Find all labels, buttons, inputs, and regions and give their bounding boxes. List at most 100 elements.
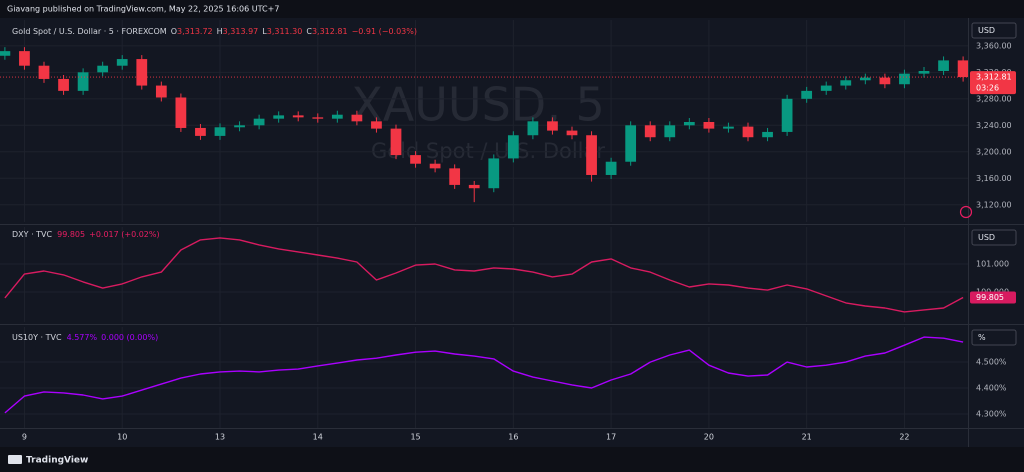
candle-body (586, 135, 597, 175)
y-tick-label: 3,240.00 (976, 121, 1012, 130)
candle-body (938, 60, 949, 71)
candle-body (664, 125, 676, 138)
legend-value: 99.805 (57, 230, 85, 239)
legend-title: US10Y · TVC (12, 333, 62, 342)
panes (0, 20, 969, 428)
legend-value: 4.577% (67, 333, 98, 342)
legend-gold: Gold Spot / U.S. Dollar · 5 · FOREXCOM O3… (12, 27, 417, 36)
candle-body (820, 85, 832, 91)
x-tick-label: 9 (22, 433, 27, 442)
y-tick-label: 3,360.00 (976, 41, 1012, 50)
legend-change: +0.017 (+0.02%) (89, 230, 160, 239)
candle-body (644, 125, 656, 138)
candle-body (175, 97, 187, 128)
x-tick-label: 17 (606, 433, 616, 442)
candle-body (331, 114, 343, 119)
legend-dxy: DXY · TVC 99.805 +0.017 (+0.02%) (12, 230, 160, 239)
candle-body (351, 114, 363, 122)
legend-title: DXY · TVC (12, 230, 53, 239)
candle-body (97, 65, 109, 73)
legend-o: 3,313.72 (177, 27, 213, 36)
candle-body (859, 77, 871, 81)
unit-label: USD (978, 233, 995, 242)
legend-change: 0.000 (0.00%) (101, 333, 158, 342)
countdown-label: 03:26 (976, 84, 999, 93)
y-tick-label: 3,200.00 (976, 147, 1012, 156)
candle-body (38, 65, 50, 79)
unit-box (971, 329, 1017, 346)
x-tick-label: 16 (508, 433, 518, 442)
legend-l: 3,311.30 (267, 27, 303, 36)
candle-body (488, 158, 500, 189)
unit-label: USD (978, 26, 995, 35)
legend-c: 3,312.81 (312, 27, 348, 36)
candle-body (77, 72, 89, 91)
candle-body (312, 117, 324, 119)
footer-bar (0, 447, 1024, 472)
candle-body (195, 127, 206, 136)
candle-body (19, 51, 30, 66)
candle-body (449, 168, 461, 185)
candle-body (625, 125, 637, 162)
last-price-tag (970, 71, 1016, 95)
candle-body (683, 121, 695, 126)
candle-body (468, 184, 480, 189)
y-tick-label: 4.400% (976, 384, 1007, 393)
legend-us10y: US10Y · TVC 4.577% 0.000 (0.00%) (12, 333, 158, 342)
header-bar (0, 0, 1024, 18)
candle-body (840, 80, 852, 86)
last-price-label: 3,312.81 (976, 73, 1012, 82)
overlay: 3,120.00 3,160.00 3,200.00 3,240.00 3,280.00… (22, 22, 1017, 442)
legend-h: 3,313.97 (223, 27, 259, 36)
legend-l-label: L (262, 27, 267, 36)
candle-body (253, 118, 265, 126)
candle-body (899, 73, 910, 85)
candle-body (742, 126, 754, 138)
candle-body (390, 128, 402, 156)
unit-box (971, 22, 1017, 39)
candle-body (918, 70, 930, 74)
x-tick-label: 21 (802, 433, 812, 442)
candle-body (410, 155, 421, 164)
series-line (4, 336, 964, 414)
y-tick-label: 4.300% (976, 409, 1007, 418)
candle-body (879, 77, 891, 85)
candle-body (273, 115, 285, 119)
candle-body (762, 131, 773, 138)
candle-body (214, 127, 226, 136)
candle-body (155, 85, 167, 98)
candle-body (234, 125, 245, 128)
candle-body (371, 121, 382, 129)
last-value-label: 99.805 (976, 293, 1004, 302)
x-tick-label: 14 (313, 433, 323, 442)
candle-body (547, 121, 558, 131)
alert-icon[interactable] (959, 205, 973, 219)
candle-body (136, 59, 148, 86)
candle-body (781, 98, 793, 132)
y-tick-label: 3,280.00 (976, 94, 1012, 103)
legend-c-label: C (306, 27, 312, 36)
last-value-tag (970, 291, 1016, 304)
x-tick-label: 13 (215, 433, 225, 442)
unit-box (971, 229, 1017, 246)
candle-body (58, 78, 69, 91)
candle-body (292, 115, 304, 118)
y-tick-label: 4.500% (976, 358, 1007, 367)
candle-body (116, 59, 128, 66)
unit-label: % (978, 333, 986, 342)
y-tick-label: 3,160.00 (976, 174, 1012, 183)
publisher-text: Giavang published on TradingView.com, Ma… (7, 5, 279, 14)
x-tick-label: 15 (410, 433, 420, 442)
candle-body (527, 121, 539, 136)
candle-body (957, 60, 969, 78)
candle-body (429, 163, 441, 169)
candle-body (566, 130, 578, 136)
legend-o-label: O (171, 27, 177, 36)
legend-h-label: H (217, 27, 223, 36)
candle-body (723, 126, 734, 129)
candle-body (703, 121, 715, 129)
candle-body (0, 51, 11, 56)
y-tick-label: 3,120.00 (976, 200, 1012, 209)
x-tick-label: 22 (899, 433, 909, 442)
